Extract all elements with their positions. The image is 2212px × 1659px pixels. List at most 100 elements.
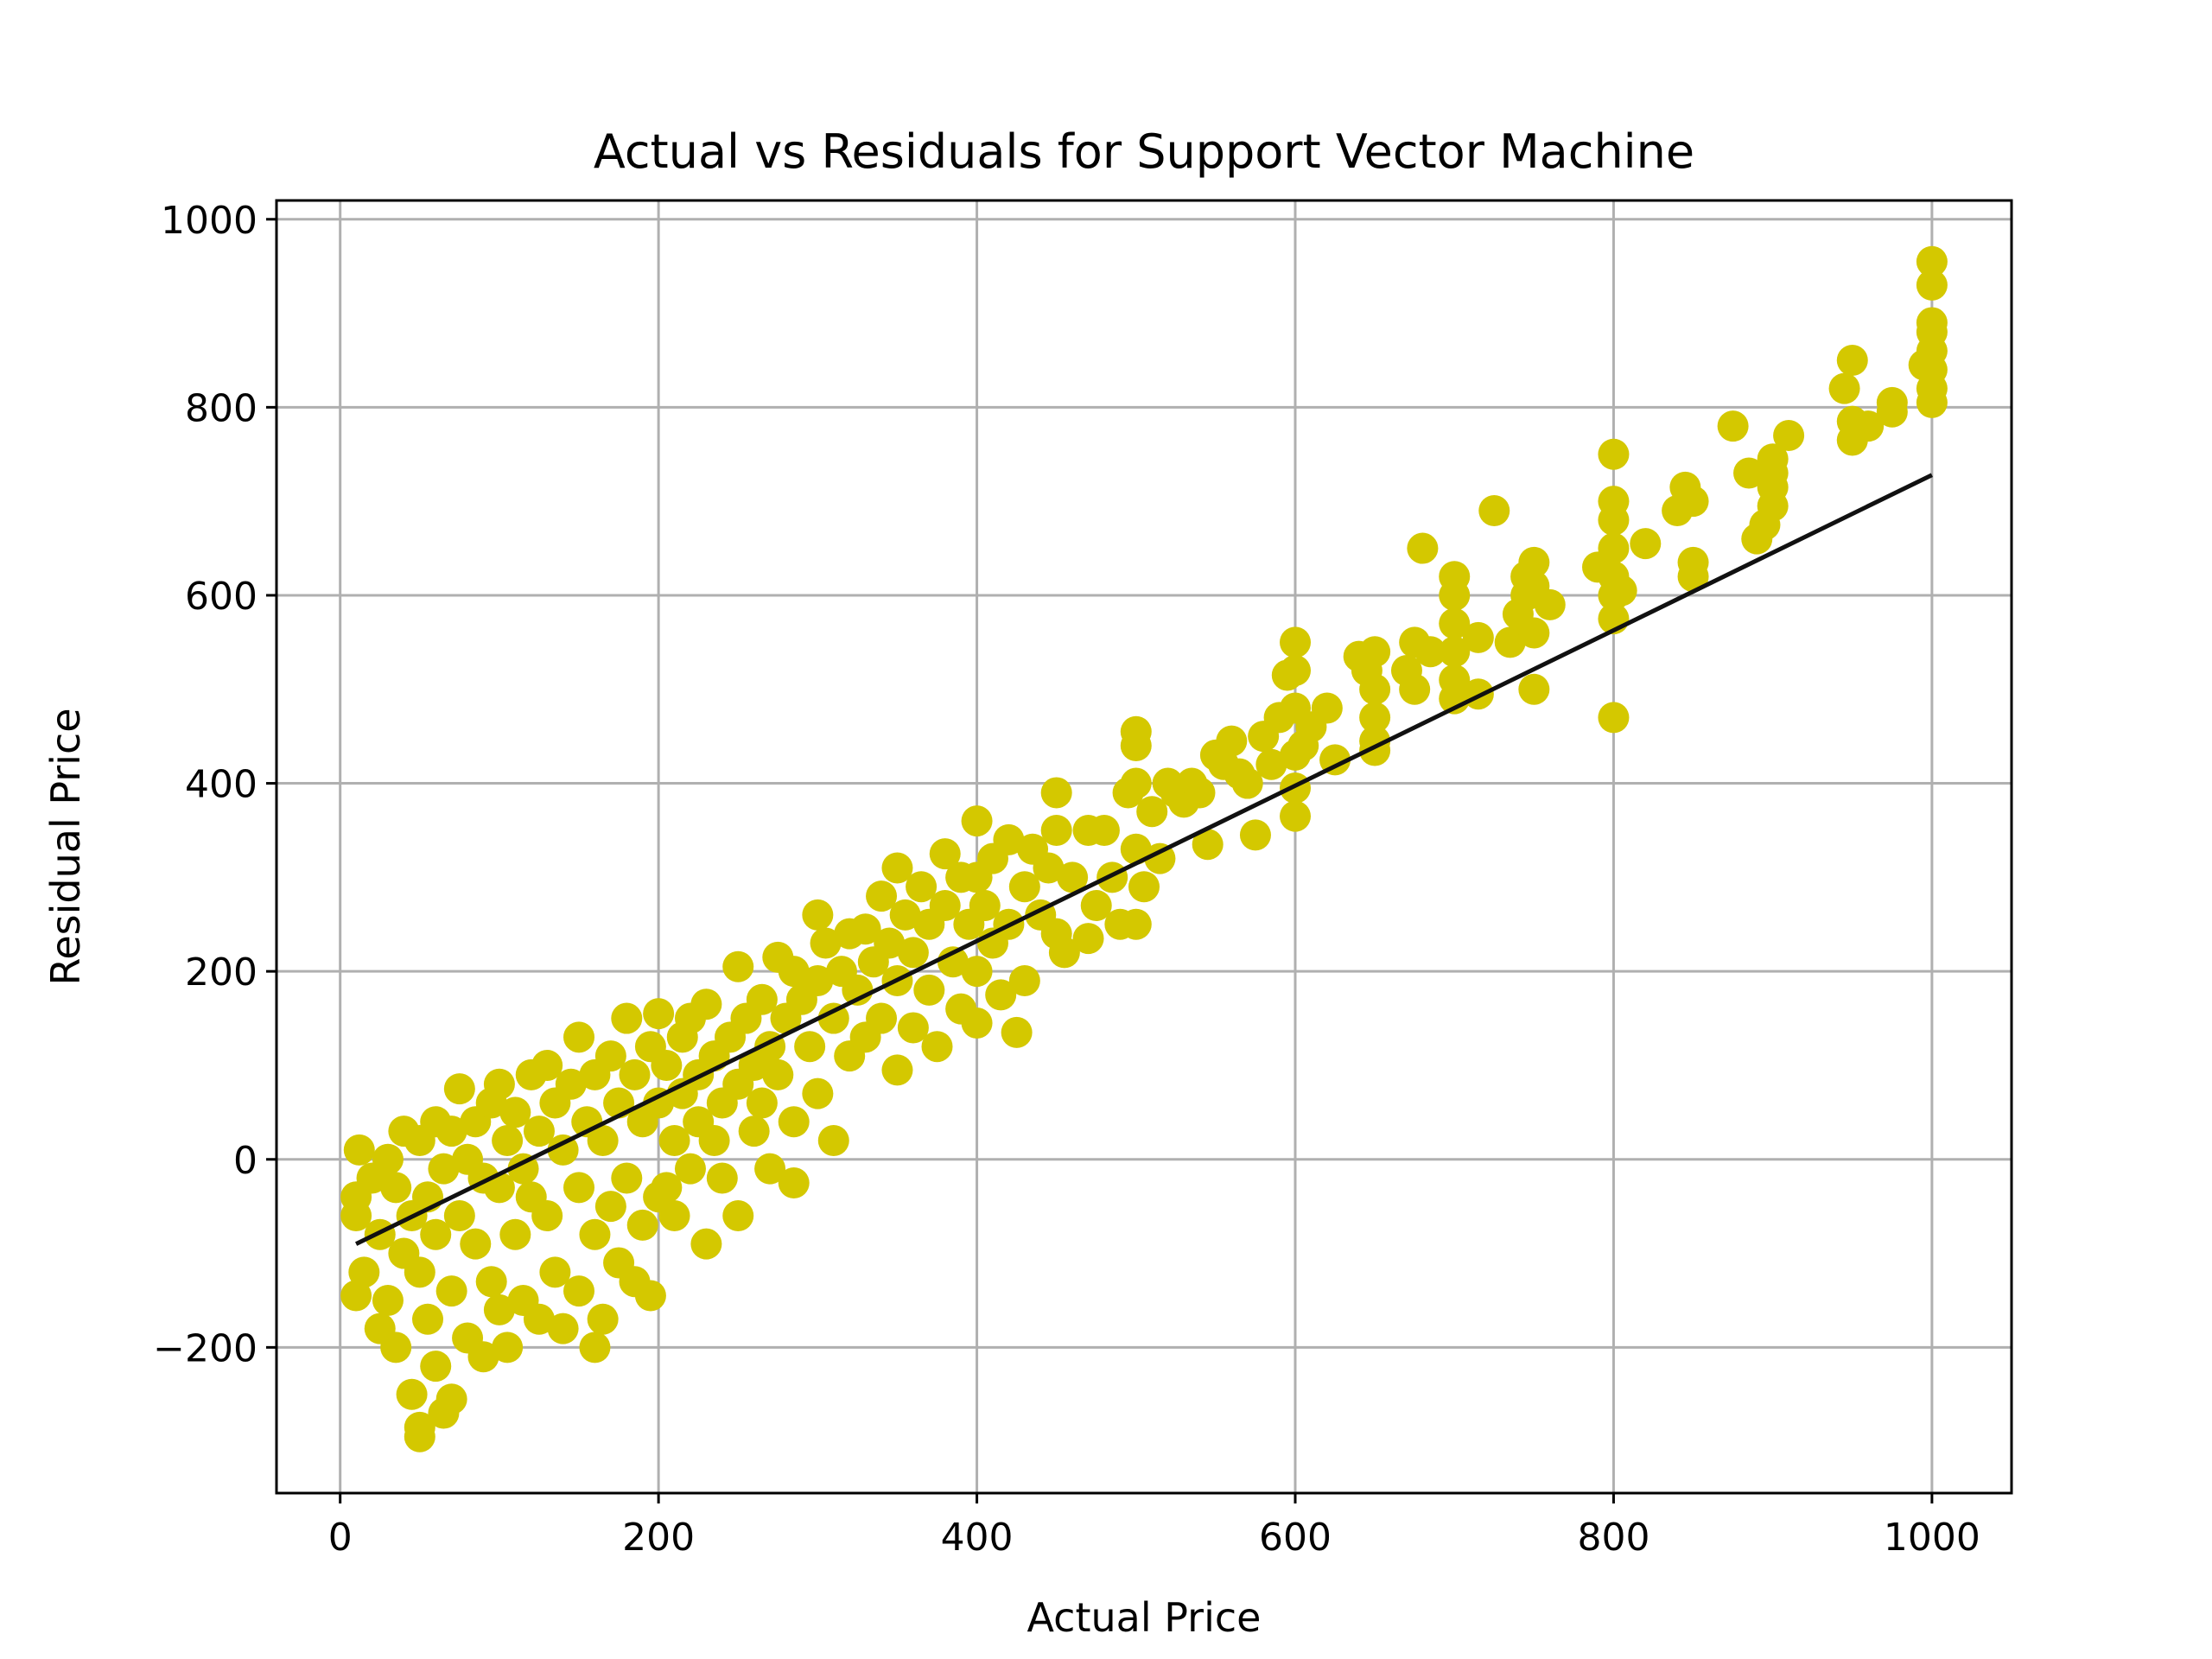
scatter-point bbox=[889, 899, 921, 931]
scatter-point bbox=[420, 1218, 452, 1250]
scatter-point bbox=[348, 1256, 380, 1288]
scatter-point bbox=[762, 1058, 794, 1090]
scatter-point bbox=[619, 1058, 651, 1090]
scatter-point bbox=[874, 927, 906, 959]
scatter-point bbox=[1462, 621, 1494, 653]
scatter-point bbox=[810, 927, 842, 959]
scatter-point bbox=[794, 1031, 826, 1063]
scatter-point bbox=[1598, 702, 1630, 734]
y-tick-label: 400 bbox=[185, 763, 257, 807]
scatter-point bbox=[428, 1153, 460, 1185]
scatter-point bbox=[1216, 725, 1248, 757]
scatter-point bbox=[1359, 702, 1391, 734]
scatter-point bbox=[1072, 923, 1104, 955]
scatter-point bbox=[539, 1256, 571, 1288]
scatter-point bbox=[475, 1266, 507, 1298]
scatter-point bbox=[961, 805, 993, 837]
scatter-point bbox=[778, 1166, 810, 1198]
scatter-point bbox=[626, 1209, 658, 1241]
scatter-point bbox=[523, 1303, 555, 1335]
scatter-point bbox=[579, 1218, 611, 1250]
scatter-point bbox=[1677, 486, 1709, 518]
scatter-point bbox=[1239, 819, 1271, 851]
scatter-point bbox=[866, 1002, 898, 1034]
scatter-point bbox=[372, 1143, 404, 1175]
scatter-point bbox=[1414, 636, 1446, 668]
scatter-point bbox=[420, 1351, 452, 1382]
chart-title: Actual vs Residuals for Support Vector M… bbox=[594, 124, 1694, 179]
scatter-point bbox=[499, 1096, 531, 1128]
scatter-points bbox=[340, 245, 1948, 1452]
scatter-point bbox=[467, 1341, 499, 1373]
x-tick-label: 200 bbox=[622, 1516, 695, 1560]
scatter-point bbox=[1836, 344, 1868, 376]
scatter-point bbox=[1916, 269, 1948, 301]
scatter-point bbox=[1120, 833, 1152, 865]
scatter-point bbox=[1916, 245, 1948, 277]
scatter-point bbox=[1478, 495, 1510, 527]
scatter-point bbox=[1518, 673, 1550, 705]
y-axis-ticks: −200 0 200 400 600 800 1000 bbox=[153, 199, 276, 1370]
scatter-point bbox=[380, 1172, 412, 1204]
scatter-point bbox=[1916, 386, 1948, 418]
scatter-point bbox=[1280, 626, 1312, 658]
x-axis-ticks: 0 200 400 600 800 1000 bbox=[328, 1493, 1980, 1560]
scatter-point bbox=[1120, 730, 1152, 762]
scatter-point bbox=[1853, 410, 1885, 442]
scatter-point bbox=[651, 1172, 683, 1204]
scatter-point bbox=[1008, 965, 1040, 997]
scatter-point bbox=[1048, 937, 1080, 969]
scatter-point bbox=[881, 852, 913, 884]
scatter-point bbox=[1407, 532, 1439, 564]
y-tick-label: 600 bbox=[185, 575, 257, 619]
x-tick-label: 0 bbox=[328, 1516, 353, 1560]
scatter-point bbox=[1757, 490, 1789, 522]
scatter-point bbox=[1598, 504, 1630, 536]
scatter-point bbox=[881, 1054, 913, 1086]
scatter-point bbox=[1439, 579, 1471, 611]
scatter-point bbox=[969, 890, 1001, 921]
scatter-point bbox=[1598, 532, 1630, 564]
scatter-point bbox=[1439, 636, 1471, 668]
scatter-point bbox=[435, 1275, 467, 1307]
scatter-point bbox=[1080, 890, 1112, 921]
scatter-point bbox=[690, 988, 722, 1020]
scatter-point bbox=[1605, 575, 1637, 607]
scatter-point bbox=[1040, 777, 1072, 809]
scatter-point bbox=[1773, 420, 1805, 451]
scatter-point bbox=[722, 1200, 754, 1232]
scatter-point bbox=[1120, 767, 1152, 799]
scatter-point bbox=[1876, 396, 1908, 428]
scatter-point bbox=[961, 956, 993, 988]
scatter-point bbox=[929, 838, 961, 870]
scatter-point bbox=[866, 880, 898, 912]
scatter-point bbox=[1598, 438, 1630, 470]
scatter-point bbox=[1128, 871, 1160, 903]
scatter-point bbox=[849, 913, 881, 945]
scatter-point bbox=[587, 1125, 619, 1156]
scatter-point bbox=[1518, 617, 1550, 649]
scatter-point bbox=[372, 1284, 404, 1316]
scatter-point bbox=[754, 1153, 786, 1185]
scatter-point bbox=[906, 871, 938, 903]
scatter-point bbox=[404, 1411, 435, 1443]
scatter-point bbox=[1040, 814, 1072, 846]
scatter-point bbox=[1399, 673, 1431, 705]
scatter-point bbox=[483, 1068, 515, 1100]
scatter-point bbox=[674, 1153, 706, 1185]
scatter-point bbox=[1136, 796, 1168, 828]
scatter-point bbox=[1255, 748, 1287, 780]
scatter-point bbox=[483, 1294, 515, 1325]
scatter-point bbox=[579, 1332, 611, 1363]
scatter-point bbox=[443, 1200, 475, 1232]
scatter-point bbox=[1088, 814, 1120, 846]
scatter-point bbox=[658, 1125, 690, 1156]
scatter-point bbox=[1311, 692, 1343, 724]
scatter-point bbox=[523, 1116, 555, 1147]
x-tick-label: 1000 bbox=[1884, 1516, 1980, 1560]
scatter-point bbox=[802, 965, 834, 997]
scatter-point bbox=[658, 1200, 690, 1232]
scatter-point bbox=[396, 1378, 428, 1410]
scatter-point bbox=[460, 1228, 492, 1260]
scatter-point bbox=[404, 1256, 435, 1288]
